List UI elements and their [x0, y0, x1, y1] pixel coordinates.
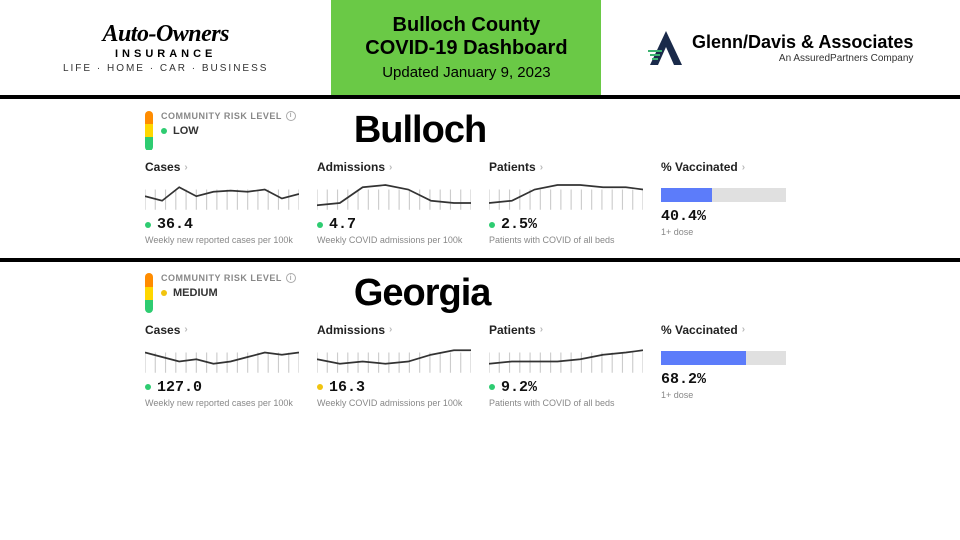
chevron-right-icon: ›: [540, 162, 543, 173]
metric-card[interactable]: Patients › 9.2% Patients with COVID of a…: [489, 323, 643, 409]
metric-value: 4.7: [317, 216, 471, 233]
region-georgia: COMMUNITY RISK LEVEL i MEDIUM Georgia Ca…: [0, 262, 960, 421]
metric-card[interactable]: Admissions › 16.3 Weekly COVID admission…: [317, 323, 471, 409]
metric-dot-icon: [489, 222, 495, 228]
region-title: Bulloch: [354, 109, 486, 152]
metrics-row: Cases › 36.4 Weekly new reported cases p…: [145, 160, 815, 246]
region-head: COMMUNITY RISK LEVEL i LOW Bulloch: [145, 109, 815, 152]
metric-dot-icon: [489, 384, 495, 390]
title-line2: COVID-19 Dashboard: [365, 37, 567, 59]
metric-label: Cases ›: [145, 323, 299, 337]
glenn-davis-sub: An AssuredPartners Company: [692, 53, 913, 64]
metric-desc: Weekly new reported cases per 100k: [145, 398, 299, 409]
title-line1: Bulloch County: [393, 14, 541, 36]
sparkline: [145, 176, 299, 212]
chevron-right-icon: ›: [184, 162, 187, 173]
metric-card[interactable]: Admissions › 4.7 Weekly COVID admissions…: [317, 160, 471, 246]
risk-label-caption: COMMUNITY RISK LEVEL i: [161, 273, 296, 283]
risk-dot-icon: [161, 128, 167, 134]
metric-dot-icon: [317, 222, 323, 228]
metric-dot-icon: [145, 384, 151, 390]
risk-level-value: MEDIUM: [161, 287, 296, 299]
header: Auto-Owners INSURANCE LIFE · HOME · CAR …: [0, 0, 960, 95]
metric-label: % Vaccinated ›: [661, 323, 815, 337]
glenn-davis-text: Glenn/Davis & Associates An AssuredPartn…: [692, 32, 913, 64]
metric-label: Admissions ›: [317, 160, 471, 174]
risk-bar-icon: [145, 111, 153, 151]
glenn-davis-logo-icon: [648, 29, 684, 67]
metric-label: % Vaccinated ›: [661, 160, 815, 174]
metric-desc: 1+ dose: [661, 227, 815, 238]
region-head: COMMUNITY RISK LEVEL i MEDIUM Georgia: [145, 272, 815, 315]
glenn-davis-name: Glenn/Davis & Associates: [692, 32, 913, 53]
risk-level-value: LOW: [161, 125, 296, 137]
metric-label: Patients ›: [489, 160, 643, 174]
metric-label: Patients ›: [489, 323, 643, 337]
metric-dot-icon: [145, 222, 151, 228]
metric-card[interactable]: Cases › 36.4 Weekly new reported cases p…: [145, 160, 299, 246]
risk-label-caption: COMMUNITY RISK LEVEL i: [161, 111, 296, 121]
metric-desc: 1+ dose: [661, 390, 815, 401]
metric-desc: Patients with COVID of all beds: [489, 235, 643, 246]
region-bulloch: COMMUNITY RISK LEVEL i LOW Bulloch Cases…: [0, 99, 960, 258]
risk-label-block: COMMUNITY RISK LEVEL i LOW: [161, 111, 296, 137]
metrics-row: Cases › 127.0 Weekly new reported cases …: [145, 323, 815, 409]
info-icon: i: [286, 111, 296, 121]
updated-date: Updated January 9, 2023: [382, 64, 550, 81]
dashboard-title: Bulloch County COVID-19 Dashboard: [365, 14, 567, 60]
metric-value: 68.2%: [661, 371, 815, 388]
chevron-right-icon: ›: [742, 324, 745, 335]
metric-desc: Weekly COVID admissions per 100k: [317, 398, 471, 409]
chevron-right-icon: ›: [742, 162, 745, 173]
metric-desc: Weekly COVID admissions per 100k: [317, 235, 471, 246]
auto-owners-logo-text: Auto-Owners: [102, 21, 229, 48]
metric-card[interactable]: % Vaccinated › 68.2% 1+ dose: [661, 323, 815, 409]
chevron-right-icon: ›: [389, 162, 392, 173]
region-title: Georgia: [354, 272, 491, 315]
sparkline: [489, 176, 643, 212]
metric-value: 127.0: [145, 379, 299, 396]
dashboard-title-block: Bulloch County COVID-19 Dashboard Update…: [331, 0, 601, 95]
metric-label: Admissions ›: [317, 323, 471, 337]
risk-label-block: COMMUNITY RISK LEVEL i MEDIUM: [161, 273, 296, 299]
metric-card[interactable]: Patients › 2.5% Patients with COVID of a…: [489, 160, 643, 246]
metric-label: Cases ›: [145, 160, 299, 174]
sponsor-right: Glenn/Davis & Associates An AssuredPartn…: [601, 0, 960, 95]
vaccination-bar: [661, 351, 786, 365]
metric-value: 9.2%: [489, 379, 643, 396]
risk-dot-icon: [161, 290, 167, 296]
metric-dot-icon: [317, 384, 323, 390]
metric-card[interactable]: % Vaccinated › 40.4% 1+ dose: [661, 160, 815, 246]
metric-card[interactable]: Cases › 127.0 Weekly new reported cases …: [145, 323, 299, 409]
metric-value: 16.3: [317, 379, 471, 396]
metric-desc: Patients with COVID of all beds: [489, 398, 643, 409]
metric-value: 36.4: [145, 216, 299, 233]
sparkline: [489, 339, 643, 375]
auto-owners-tagline: LIFE · HOME · CAR · BUSINESS: [63, 63, 268, 74]
chevron-right-icon: ›: [540, 324, 543, 335]
risk-indicator: COMMUNITY RISK LEVEL i LOW: [145, 111, 296, 151]
vaccination-bar: [661, 188, 786, 202]
sparkline: [145, 339, 299, 375]
sparkline: [317, 176, 471, 212]
chevron-right-icon: ›: [389, 324, 392, 335]
sponsor-left: Auto-Owners INSURANCE LIFE · HOME · CAR …: [0, 0, 331, 95]
info-icon: i: [286, 273, 296, 283]
metric-value: 40.4%: [661, 208, 815, 225]
risk-indicator: COMMUNITY RISK LEVEL i MEDIUM: [145, 273, 296, 313]
auto-owners-sub: INSURANCE: [115, 48, 216, 60]
metric-value: 2.5%: [489, 216, 643, 233]
sparkline: [317, 339, 471, 375]
risk-bar-icon: [145, 273, 153, 313]
chevron-right-icon: ›: [184, 324, 187, 335]
metric-desc: Weekly new reported cases per 100k: [145, 235, 299, 246]
